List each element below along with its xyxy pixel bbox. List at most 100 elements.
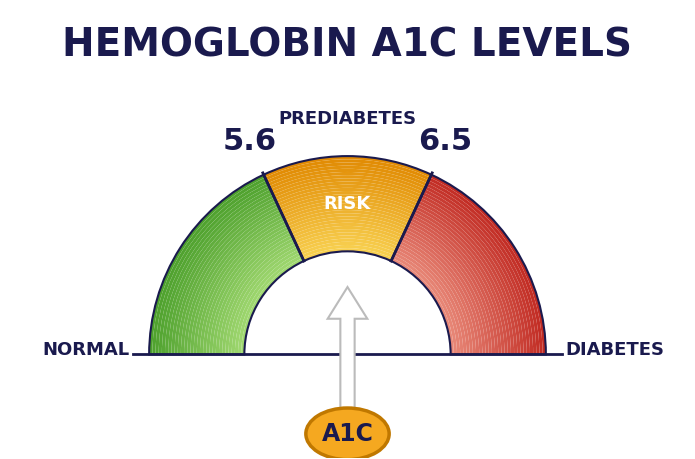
Wedge shape <box>229 246 299 354</box>
Wedge shape <box>425 186 533 354</box>
Wedge shape <box>282 201 413 218</box>
Wedge shape <box>293 226 402 241</box>
Wedge shape <box>299 239 396 252</box>
Wedge shape <box>399 241 473 354</box>
Wedge shape <box>430 175 546 354</box>
Wedge shape <box>398 244 470 354</box>
Wedge shape <box>402 235 480 354</box>
Wedge shape <box>407 224 492 354</box>
Polygon shape <box>327 287 368 414</box>
Wedge shape <box>415 207 511 354</box>
Wedge shape <box>416 203 514 354</box>
Wedge shape <box>393 255 457 354</box>
Wedge shape <box>300 242 395 255</box>
Wedge shape <box>174 198 276 354</box>
Wedge shape <box>409 221 495 354</box>
Wedge shape <box>400 238 476 354</box>
Wedge shape <box>168 192 273 354</box>
Wedge shape <box>187 209 281 354</box>
Wedge shape <box>222 241 296 354</box>
Wedge shape <box>406 226 489 354</box>
Text: 5.6: 5.6 <box>223 127 277 156</box>
Wedge shape <box>241 258 304 354</box>
Text: HEMOGLOBIN A1C LEVELS: HEMOGLOBIN A1C LEVELS <box>63 27 632 65</box>
Wedge shape <box>394 252 460 354</box>
Wedge shape <box>301 245 394 258</box>
Wedge shape <box>231 250 300 354</box>
Text: 6.5: 6.5 <box>418 127 472 156</box>
Ellipse shape <box>306 408 389 459</box>
Wedge shape <box>426 183 537 354</box>
Wedge shape <box>268 166 427 186</box>
Wedge shape <box>280 194 415 212</box>
Wedge shape <box>277 188 418 207</box>
Wedge shape <box>302 248 393 261</box>
Wedge shape <box>403 232 482 354</box>
Text: PREDIABETES: PREDIABETES <box>279 110 416 129</box>
Wedge shape <box>429 178 543 354</box>
Wedge shape <box>279 191 416 209</box>
Wedge shape <box>285 207 410 224</box>
Wedge shape <box>391 258 454 354</box>
Wedge shape <box>410 218 498 354</box>
Wedge shape <box>263 156 432 178</box>
Wedge shape <box>404 230 486 354</box>
Wedge shape <box>149 175 265 354</box>
Wedge shape <box>265 159 430 180</box>
Wedge shape <box>418 201 517 354</box>
Wedge shape <box>190 212 282 354</box>
Wedge shape <box>413 212 505 354</box>
Wedge shape <box>414 209 508 354</box>
Wedge shape <box>184 207 280 354</box>
Wedge shape <box>419 198 521 354</box>
Wedge shape <box>289 216 406 232</box>
Wedge shape <box>266 162 429 183</box>
Text: NORMAL: NORMAL <box>42 341 129 359</box>
Wedge shape <box>213 232 292 354</box>
Wedge shape <box>292 223 403 238</box>
Wedge shape <box>270 172 425 192</box>
Wedge shape <box>215 235 293 354</box>
Wedge shape <box>178 201 277 354</box>
Wedge shape <box>225 244 297 354</box>
Wedge shape <box>297 235 398 250</box>
Wedge shape <box>281 197 414 215</box>
Wedge shape <box>194 215 284 354</box>
Wedge shape <box>420 195 523 354</box>
Wedge shape <box>273 179 422 198</box>
Wedge shape <box>203 224 288 354</box>
Wedge shape <box>162 186 270 354</box>
Wedge shape <box>411 215 501 354</box>
Wedge shape <box>296 232 399 246</box>
Wedge shape <box>284 204 411 221</box>
Wedge shape <box>165 189 272 354</box>
Wedge shape <box>219 238 295 354</box>
Wedge shape <box>197 218 285 354</box>
Wedge shape <box>395 250 464 354</box>
Wedge shape <box>291 219 404 235</box>
Wedge shape <box>200 221 286 354</box>
Wedge shape <box>209 230 291 354</box>
Wedge shape <box>158 183 269 354</box>
Wedge shape <box>295 229 400 244</box>
Text: RISK: RISK <box>324 195 371 213</box>
Wedge shape <box>396 246 466 354</box>
Wedge shape <box>269 169 426 189</box>
Wedge shape <box>235 252 301 354</box>
Wedge shape <box>288 213 407 230</box>
Wedge shape <box>423 189 530 354</box>
Wedge shape <box>156 180 268 354</box>
Wedge shape <box>238 255 302 354</box>
Text: A1C: A1C <box>322 422 373 446</box>
Wedge shape <box>427 180 539 354</box>
Wedge shape <box>286 210 409 226</box>
Text: DIABETES: DIABETES <box>566 341 664 359</box>
Wedge shape <box>181 203 279 354</box>
Wedge shape <box>275 181 420 201</box>
Wedge shape <box>276 185 419 203</box>
Wedge shape <box>152 178 266 354</box>
Wedge shape <box>206 226 289 354</box>
Wedge shape <box>172 195 275 354</box>
Wedge shape <box>272 175 423 195</box>
Wedge shape <box>422 192 527 354</box>
